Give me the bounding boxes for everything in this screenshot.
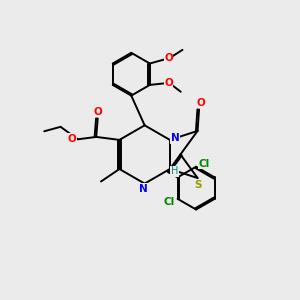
Text: O: O bbox=[196, 98, 205, 108]
Text: S: S bbox=[194, 181, 202, 190]
Text: O: O bbox=[164, 52, 173, 63]
Text: Cl: Cl bbox=[199, 159, 210, 169]
Text: N: N bbox=[139, 184, 148, 194]
Text: O: O bbox=[68, 134, 76, 144]
Text: N: N bbox=[171, 134, 180, 143]
Text: H: H bbox=[171, 166, 178, 176]
Text: O: O bbox=[94, 107, 103, 117]
Text: O: O bbox=[164, 78, 173, 88]
Text: Cl: Cl bbox=[164, 197, 175, 207]
